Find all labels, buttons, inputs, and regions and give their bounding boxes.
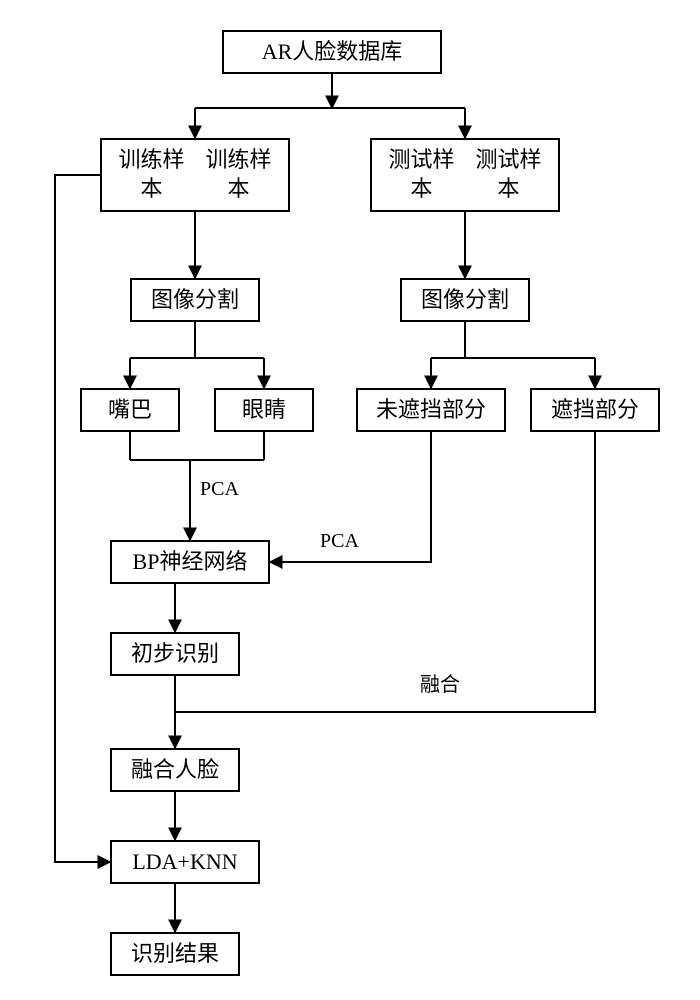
node-seg_train: 图像分割	[130, 278, 260, 322]
node-bp-line-0: BP神经网络	[133, 548, 248, 577]
node-train-line-1: 训练样本	[195, 146, 282, 203]
node-lda: LDA+KNN	[110, 840, 260, 884]
node-fused: 融合人脸	[110, 748, 240, 792]
edge-label-pca2: PCA	[320, 530, 359, 553]
edge-train-to-lda	[55, 175, 110, 862]
node-unoccluded-line-0: 未遮挡部分	[376, 396, 486, 425]
node-result-line-0: 识别结果	[131, 940, 219, 969]
node-train-line-0: 训练样本	[108, 146, 195, 203]
node-mouth-line-0: 嘴巴	[108, 396, 152, 425]
edge-label-fuse: 融合	[420, 668, 460, 697]
node-occluded: 遮挡部分	[530, 388, 660, 432]
node-root-line-0: AR人脸数据库	[262, 38, 403, 67]
node-unoccluded: 未遮挡部分	[356, 388, 506, 432]
edge-label-pca1: PCA	[200, 478, 239, 501]
node-test-line-0: 测试样本	[378, 146, 465, 203]
node-eye: 眼睛	[214, 388, 314, 432]
node-bp: BP神经网络	[110, 540, 270, 584]
node-test-line-1: 测试样本	[465, 146, 552, 203]
node-prelim-line-0: 初步识别	[131, 640, 219, 669]
node-test: 测试样本测试样本	[370, 138, 560, 212]
node-seg_train-line-0: 图像分割	[151, 286, 239, 315]
node-result: 识别结果	[110, 932, 240, 976]
node-prelim: 初步识别	[110, 632, 240, 676]
node-lda-line-0: LDA+KNN	[132, 848, 237, 877]
node-eye-line-0: 眼睛	[242, 396, 286, 425]
node-occluded-line-0: 遮挡部分	[551, 396, 639, 425]
node-root: AR人脸数据库	[222, 30, 442, 74]
node-mouth: 嘴巴	[80, 388, 180, 432]
node-fused-line-0: 融合人脸	[131, 756, 219, 785]
node-seg_test-line-0: 图像分割	[421, 286, 509, 315]
node-train: 训练样本训练样本	[100, 138, 290, 212]
node-seg_test: 图像分割	[400, 278, 530, 322]
